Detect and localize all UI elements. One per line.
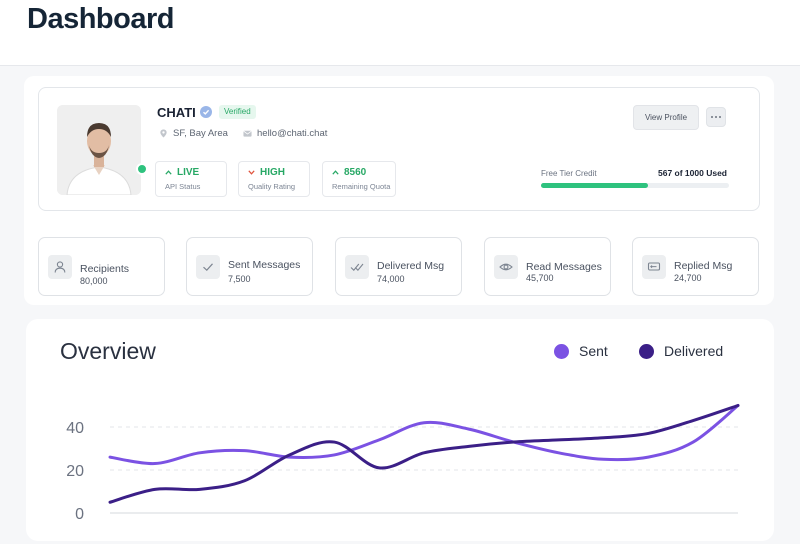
metric-label: Read Messages xyxy=(526,261,602,273)
stat-label: API Status xyxy=(165,182,201,191)
view-profile-button[interactable]: View Profile xyxy=(633,105,699,130)
stat-label: Quality Rating xyxy=(248,182,296,191)
stat-value: 8560 xyxy=(344,167,367,178)
metric-card-recipients[interactable]: Recipients 80,000 xyxy=(38,237,165,296)
metric-card-read[interactable]: Read Messages 45,700 xyxy=(484,237,611,296)
metric-label: Sent Messages xyxy=(228,259,301,271)
avatar xyxy=(57,105,141,195)
legend-swatch-delivered xyxy=(639,343,654,359)
metric-label: Recipients xyxy=(80,263,130,275)
credit-progress-fill xyxy=(541,183,648,188)
stat-value: HIGH xyxy=(260,167,285,178)
profile-name: CHATI xyxy=(157,105,196,120)
metric-card-replied[interactable]: Replied Msg 24,700 xyxy=(632,237,759,296)
email-info: hello@chati.chat xyxy=(243,128,327,139)
stat-remaining-quota: 8560 Remaining Quota xyxy=(322,161,396,197)
location-text: SF, Bay Area xyxy=(173,128,228,139)
metric-label: Replied Msg xyxy=(674,260,733,272)
page-title: Dashboard xyxy=(27,3,174,35)
credit-label: Free Tier Credit xyxy=(541,169,597,178)
metric-card-delivered[interactable]: Delivered Msg 74,000 xyxy=(335,237,462,296)
series-line-delivered xyxy=(108,404,740,504)
metric-value: 80,000 xyxy=(80,276,108,286)
legend-swatch-sent xyxy=(554,343,569,359)
email-text: hello@chati.chat xyxy=(257,128,328,139)
double-check-icon xyxy=(345,255,369,279)
verified-check-icon xyxy=(200,106,212,118)
stat-value: LIVE xyxy=(177,167,200,178)
metric-label: Delivered Msg xyxy=(377,260,445,272)
arrow-down-icon xyxy=(248,170,255,175)
check-icon xyxy=(196,255,220,279)
more-dots-icon xyxy=(711,116,713,118)
legend-item-sent[interactable]: Sent xyxy=(554,343,608,359)
y-tick-label: 20 xyxy=(66,463,84,480)
legend-item-delivered[interactable]: Delivered xyxy=(639,343,723,359)
arrow-up-icon xyxy=(165,170,172,175)
metric-value: 74,000 xyxy=(377,274,405,284)
y-tick-label: 0 xyxy=(75,506,84,523)
credit-progress-bar xyxy=(541,183,729,188)
series-line-sent xyxy=(108,404,740,466)
metric-value: 45,700 xyxy=(526,273,554,283)
stat-api-status: LIVE API Status xyxy=(155,161,227,197)
legend-label: Delivered xyxy=(664,343,724,359)
reply-icon xyxy=(642,255,666,279)
overview-title: Overview xyxy=(60,338,156,364)
y-tick-label: 40 xyxy=(66,420,84,437)
metric-card-sent[interactable]: Sent Messages 7,500 xyxy=(186,237,313,296)
online-status-indicator xyxy=(136,163,148,175)
mail-icon xyxy=(243,130,252,137)
profile-card: CHATI Verified SF, Bay Area hello@chati.… xyxy=(38,87,760,211)
stat-label: Remaining Quota xyxy=(332,182,391,191)
eye-icon xyxy=(494,255,518,279)
credit-used-text: 567 of 1000 Used xyxy=(658,168,727,178)
stat-quality-rating: HIGH Quality Rating xyxy=(238,161,310,197)
top-bar: Dashboard xyxy=(0,0,800,66)
metric-value: 24,700 xyxy=(674,273,702,283)
more-options-button[interactable] xyxy=(706,107,726,127)
user-icon xyxy=(48,255,72,279)
location-info: SF, Bay Area xyxy=(159,128,228,139)
legend-label: Sent xyxy=(579,343,608,359)
verified-badge: Verified xyxy=(219,105,256,119)
location-pin-icon xyxy=(160,129,167,138)
metric-value: 7,500 xyxy=(228,274,251,284)
arrow-up-icon xyxy=(332,170,339,175)
